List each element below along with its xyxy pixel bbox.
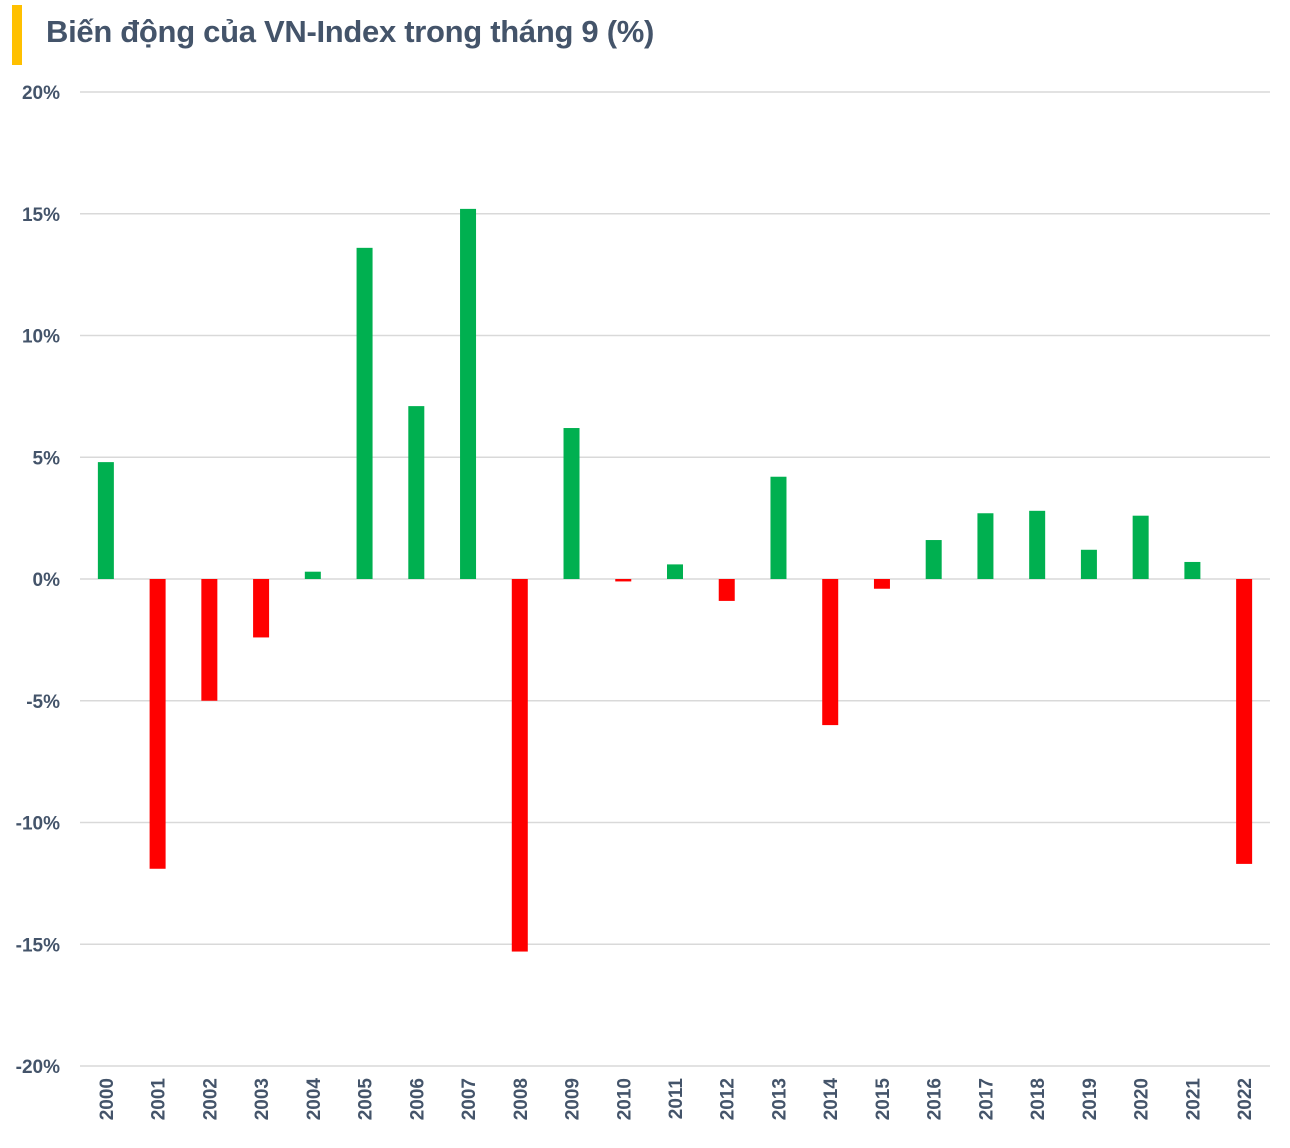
x-tick-label: 2005 (356, 1078, 377, 1121)
bar-2012 (718, 579, 735, 601)
x-tick-label: 2012 (718, 1078, 739, 1120)
bar-2006 (408, 406, 425, 579)
bar-2009 (563, 428, 580, 579)
y-tick-label: 0% (33, 570, 61, 591)
bar-2017 (977, 513, 994, 579)
y-tick-label: 15% (22, 205, 60, 226)
bar-2020 (1132, 515, 1149, 579)
bar-2018 (1029, 510, 1046, 579)
x-tick-label: 2015 (873, 1078, 894, 1121)
bar-2004 (304, 571, 321, 579)
x-tick-label: 2016 (925, 1078, 946, 1120)
y-tick-label: 10% (22, 327, 60, 348)
x-tick-label: 2002 (200, 1078, 221, 1120)
y-tick-label: -10% (16, 814, 60, 835)
x-tick-label: 2014 (821, 1078, 842, 1121)
bar-2003 (253, 579, 270, 638)
x-tick-label: 2011 (666, 1078, 687, 1120)
bar-2005 (356, 247, 373, 579)
bar-2022 (1236, 579, 1253, 864)
x-tick-label: 2000 (97, 1078, 118, 1120)
bar-2019 (1080, 549, 1097, 579)
y-tick-label: -5% (26, 692, 60, 713)
bar-2013 (770, 476, 787, 579)
x-tick-label: 2018 (1028, 1078, 1049, 1120)
bar-2007 (460, 208, 477, 579)
bar-2001 (149, 579, 166, 869)
bar-2000 (97, 462, 114, 579)
bar-2021 (1184, 561, 1201, 579)
x-tick-label: 2009 (563, 1078, 584, 1120)
bar-2011 (667, 564, 683, 579)
bar-2014 (822, 579, 839, 726)
y-tick-label: 5% (33, 448, 61, 469)
bar-2015 (873, 579, 890, 589)
x-tick-label: 2017 (976, 1078, 997, 1120)
y-tick-label: -15% (16, 935, 60, 956)
x-tick-label: 2006 (407, 1078, 428, 1120)
x-tick-label: 2020 (1132, 1078, 1153, 1120)
x-tick-label: 2004 (304, 1078, 325, 1121)
title-accent-bar (12, 5, 22, 65)
x-tick-label: 2021 (1183, 1078, 1204, 1121)
x-tick-label: 2003 (252, 1078, 273, 1120)
x-tick-label: 2010 (614, 1078, 635, 1120)
chart-title: Biến động của VN-Index trong tháng 9 (%) (46, 14, 655, 49)
bar-2016 (925, 540, 942, 579)
x-tick-label: 2001 (149, 1078, 170, 1121)
bar-2002 (201, 579, 218, 701)
x-tick-label: 2022 (1235, 1078, 1256, 1120)
bar-2008 (511, 579, 528, 952)
x-tick-label: 2013 (769, 1078, 790, 1120)
x-tick-label: 2007 (459, 1078, 480, 1120)
y-tick-label: 20% (22, 83, 60, 104)
x-tick-label: 2019 (1080, 1078, 1101, 1120)
y-tick-label: -20% (16, 1057, 60, 1078)
bar-2010 (615, 579, 632, 582)
x-tick-label: 2008 (511, 1078, 532, 1120)
